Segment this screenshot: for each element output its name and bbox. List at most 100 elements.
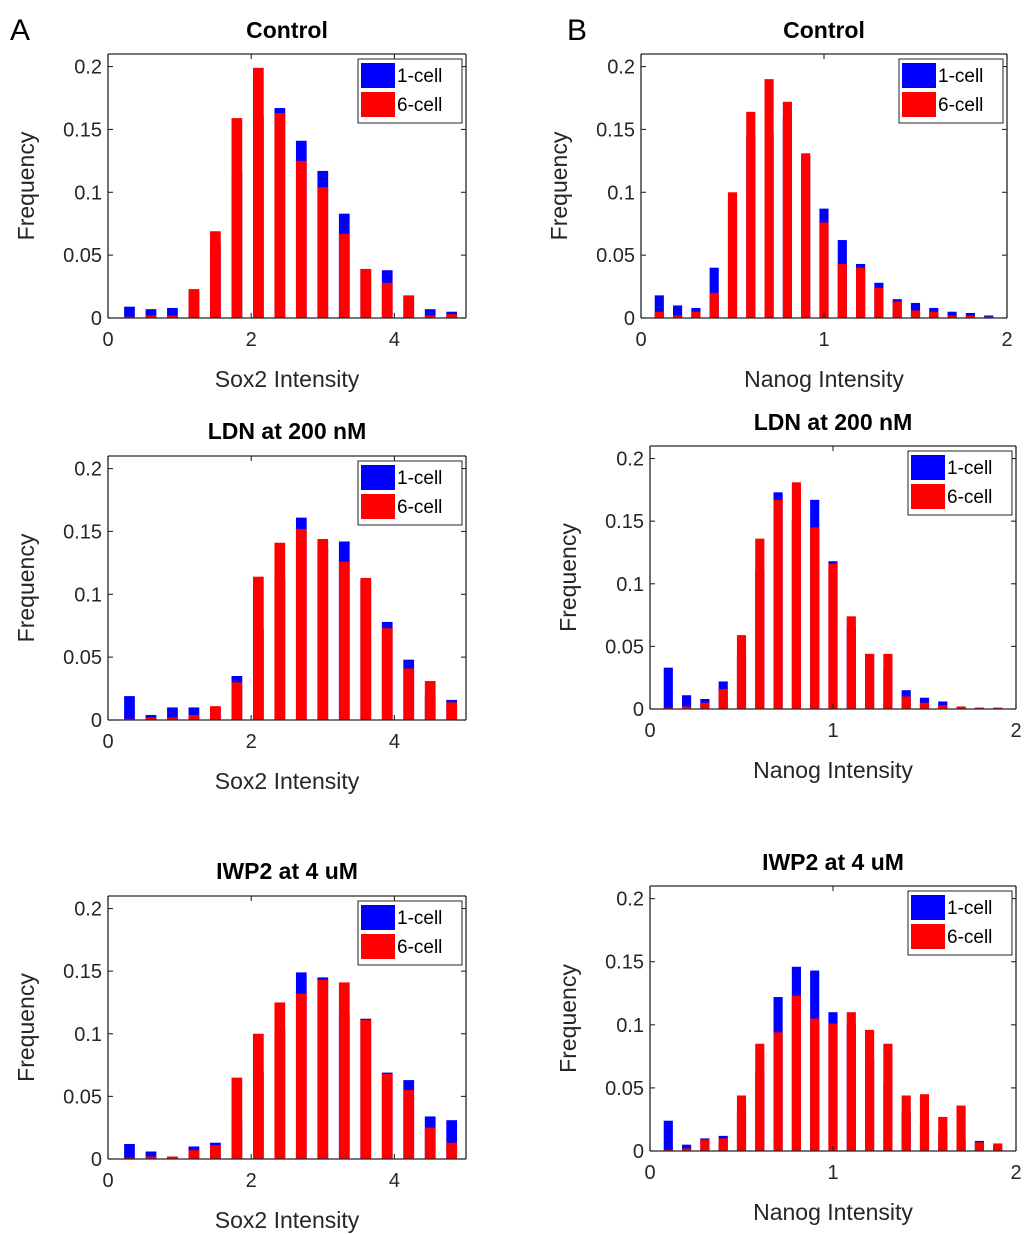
legend-swatch-6-cell — [361, 92, 395, 117]
bar-6-cell-13 — [381, 1073, 393, 1159]
x-tick-label: 4 — [389, 731, 400, 753]
bar-6-cell-2 — [145, 1156, 157, 1159]
y-axis-label: Frequency — [555, 964, 581, 1073]
x-tick-label: 0 — [102, 1170, 113, 1192]
panel-letter-a: A — [10, 14, 30, 47]
y-tick-label: 0.15 — [605, 511, 644, 533]
bar-1-cell-2 — [145, 309, 157, 318]
bar-6-cell-9 — [810, 527, 820, 709]
chart-2: 0 0.05 0.1 0.15 0.2 0 1 2 Nanog Intensity Frequen… — [546, 17, 1013, 392]
bar-6-cell-12 — [865, 653, 875, 709]
y-tick-label: 0 — [91, 710, 102, 732]
bar-6-cell-15 — [919, 1094, 930, 1151]
bar-1-cell-3 — [167, 707, 178, 720]
bar-6-cell-16 — [938, 1116, 948, 1151]
bar-6-cell-4 — [188, 1150, 200, 1159]
bar-6-cell-12 — [360, 1019, 372, 1159]
bar-6-cell-11 — [846, 1012, 856, 1151]
bar-1-cell-3 — [167, 307, 178, 318]
bar-6-cell-16 — [446, 702, 458, 720]
x-tick-label: 2 — [246, 1170, 257, 1192]
chart-title: IWP2 at 4 uM — [762, 849, 904, 875]
legend: 1-cell 6-cell — [357, 58, 463, 124]
y-tick-label: 0.15 — [63, 119, 102, 141]
bar-6-cell-7 — [252, 576, 264, 720]
bar-6-cell-9 — [295, 160, 307, 318]
chart-title: LDN at 200 nM — [754, 409, 912, 435]
bar-1-cell-15 — [910, 302, 921, 318]
bar-6-cell-3 — [167, 1156, 178, 1159]
bar-1-cell-1 — [663, 1120, 673, 1151]
x-axis-label: Nanog Intensity — [753, 1199, 913, 1225]
legend-swatch-1-cell — [361, 63, 395, 88]
bar-1-cell-2 — [673, 305, 683, 318]
bar-6-cell-11 — [837, 263, 847, 318]
legend: 1-cell 6-cell — [357, 900, 463, 966]
y-axis-label: Frequency — [546, 131, 572, 240]
bar-6-cell-8 — [782, 101, 792, 319]
bar-1-cell-4 — [709, 267, 719, 318]
chart-title: Control — [246, 17, 328, 43]
legend-swatch-6-cell — [911, 484, 945, 509]
bar-6-cell-5 — [727, 192, 738, 318]
bar-1-cell-17 — [947, 311, 957, 318]
chart-5: 0 0.05 0.1 0.15 0.2 0 2 4 Sox2 Intensity Frequenc… — [13, 858, 467, 1233]
y-axis-label: Frequency — [13, 533, 39, 642]
bar-6-cell-6 — [231, 118, 243, 318]
y-tick-label: 0.2 — [74, 459, 102, 481]
x-axis-label: Nanog Intensity — [753, 757, 913, 783]
bar-6-cell-1 — [654, 311, 664, 318]
bar-6-cell-11 — [338, 982, 350, 1159]
bar-6-cell-5 — [210, 231, 221, 318]
bar-1-cell-1 — [124, 696, 135, 720]
x-tick-label: 0 — [635, 329, 646, 351]
bar-6-cell-4 — [718, 688, 728, 709]
y-tick-label: 0 — [633, 1141, 644, 1163]
legend-label-6-cell: 6-cell — [397, 937, 442, 958]
bar-6-cell-17 — [956, 1105, 966, 1151]
legend-swatch-1-cell — [911, 895, 945, 920]
legend-label-1-cell: 1-cell — [947, 458, 992, 479]
y-axis-label: Frequency — [13, 131, 39, 240]
y-tick-label: 0.05 — [63, 647, 102, 669]
y-tick-label: 0.1 — [74, 182, 102, 204]
x-axis-label: Sox2 Intensity — [215, 768, 360, 794]
legend-label-6-cell: 6-cell — [938, 95, 983, 116]
bar-1-cell-16 — [446, 1120, 458, 1159]
legend-label-1-cell: 1-cell — [938, 66, 983, 87]
legend-label-6-cell: 6-cell — [947, 487, 992, 508]
y-tick-label: 0.05 — [63, 245, 102, 267]
bar-6-cell-16 — [446, 1142, 458, 1159]
bar-6-cell-10 — [317, 538, 329, 720]
y-tick-label: 0.2 — [616, 889, 644, 911]
x-tick-label: 0 — [102, 731, 113, 753]
y-tick-label: 0.05 — [605, 636, 644, 658]
legend-label-1-cell: 1-cell — [397, 66, 442, 87]
y-tick-label: 0.15 — [596, 119, 635, 141]
x-axis-label: Sox2 Intensity — [215, 366, 360, 392]
bar-6-cell-13 — [381, 282, 393, 318]
bar-6-cell-6 — [231, 682, 243, 720]
x-tick-label: 4 — [389, 1170, 400, 1192]
x-axis-label: Sox2 Intensity — [215, 1207, 360, 1233]
bar-6-cell-13 — [381, 628, 393, 720]
y-tick-label: 0.2 — [607, 57, 635, 79]
bar-6-cell-3 — [167, 315, 178, 318]
bars — [124, 67, 458, 318]
bar-6-cell-7 — [764, 79, 774, 318]
bar-6-cell-9 — [801, 153, 811, 318]
legend-swatch-1-cell — [911, 455, 945, 480]
bar-6-cell-7 — [773, 1032, 783, 1151]
bar-6-cell-7 — [252, 67, 264, 318]
bar-6-cell-11 — [846, 616, 856, 709]
legend-label-6-cell: 6-cell — [947, 927, 992, 948]
legend-swatch-6-cell — [911, 924, 945, 949]
y-tick-label: 0.15 — [605, 952, 644, 974]
chart-3: 0 0.05 0.1 0.15 0.2 0 2 4 Sox2 Intensity Frequenc… — [13, 418, 467, 794]
bars — [663, 482, 1003, 709]
bar-6-cell-5 — [210, 1145, 221, 1159]
bar-6-cell-2 — [145, 717, 157, 720]
bar-1-cell-1 — [663, 667, 673, 709]
bar-6-cell-7 — [773, 499, 783, 709]
bars — [663, 966, 1003, 1151]
